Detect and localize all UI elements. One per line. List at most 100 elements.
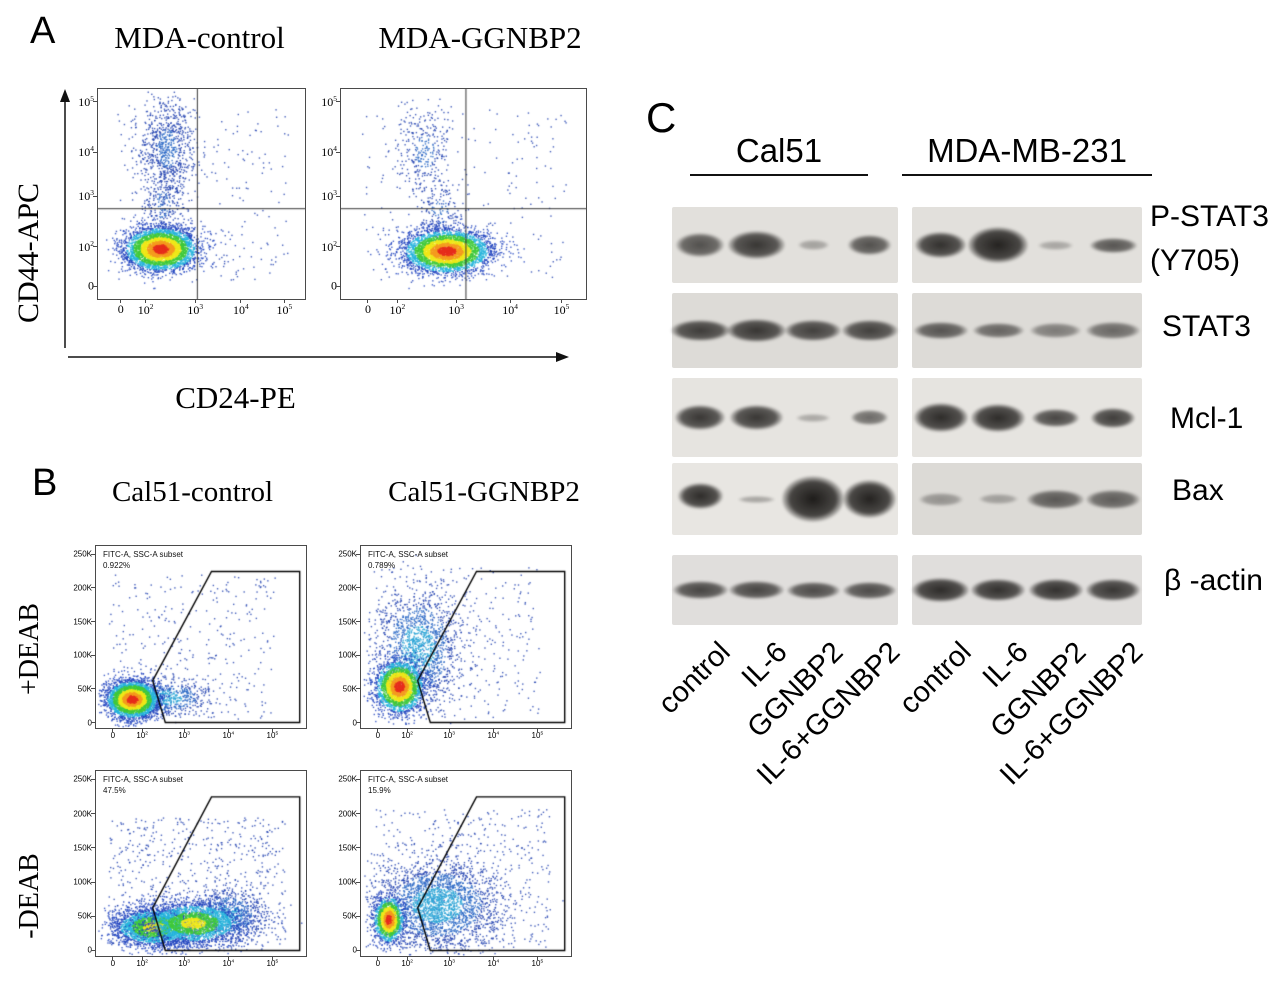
tick-mark	[356, 915, 360, 917]
blot-band	[1027, 489, 1085, 509]
tick-mark	[93, 195, 97, 197]
blot-band	[1086, 489, 1141, 509]
protein-label-y705: (Y705)	[1150, 244, 1241, 277]
protein-label-mcl1: Mcl-1	[1170, 402, 1244, 435]
tick-label: 0	[87, 718, 92, 728]
blot-band	[1032, 408, 1080, 427]
blot-bax-cal51	[672, 463, 898, 535]
blot-band	[918, 492, 963, 506]
panel-a-title-mda-ggnbp2: MDA-GGNBP2	[378, 20, 582, 55]
blot-band	[913, 403, 968, 432]
tick-mark	[336, 285, 340, 287]
x-axis-label-cd24-pe: CD24-PE	[175, 380, 296, 415]
tick-label: 104	[222, 731, 235, 740]
scatter-canvas	[96, 771, 306, 956]
protein-label-stat3: STAT3	[1162, 310, 1251, 343]
tick-mark	[91, 949, 95, 951]
gate-percent: 0.789%	[368, 561, 396, 571]
blot-p-stat3-y705--mda-mb-231	[912, 207, 1142, 283]
tick-mark	[356, 553, 360, 555]
blot--actin-mda-mb-231	[912, 555, 1142, 625]
tick-mark	[91, 587, 95, 589]
flow-plot-mda-control: 0 102 103 104 105 0 102 103 104 105	[78, 88, 306, 317]
tick-label: 150K	[73, 617, 92, 627]
tick-label: 102	[78, 238, 94, 254]
tick-mark	[112, 728, 114, 732]
tick-label: 105	[276, 302, 293, 317]
tick-label: 103	[178, 959, 191, 968]
tick-label: 50K	[77, 684, 92, 694]
tick-mark	[271, 956, 273, 960]
group-title-cal51: Cal51	[690, 132, 868, 176]
tick-mark	[91, 722, 95, 724]
panel-a-label: A	[30, 10, 56, 52]
tick-label: 250K	[338, 549, 357, 559]
tick-mark	[91, 915, 95, 917]
tick-mark	[448, 956, 450, 960]
tick-mark	[356, 778, 360, 780]
tick-label: 200K	[338, 809, 357, 819]
panel-b-title-cal51-ggnbp2: Cal51-GGNBP2	[388, 476, 580, 508]
tick-mark	[356, 949, 360, 951]
tick-mark	[227, 728, 229, 732]
panel-b-label: B	[32, 462, 58, 504]
gate-percent: 47.5%	[103, 786, 126, 796]
tick-mark	[183, 956, 185, 960]
tick-mark	[536, 956, 538, 960]
gate-percent: 15.9%	[368, 786, 391, 796]
tick-mark	[91, 621, 95, 623]
tick-mark	[356, 813, 360, 815]
tick-mark	[194, 299, 196, 303]
blot-band	[1091, 407, 1136, 428]
blot-band	[782, 476, 845, 522]
tick-mark	[336, 195, 340, 197]
tick-mark	[406, 728, 408, 732]
tick-label: 103	[443, 731, 456, 740]
tick-mark	[561, 299, 562, 303]
tick-label: 250K	[73, 774, 92, 784]
tick-mark	[91, 847, 95, 849]
flow-plot-plus-deab-ggnbp2: 0 102 103 104 105 0 50K 100K 150K 200K 250K FITC-A,…	[338, 545, 572, 740]
blot-mcl-1-mda-mb-231	[912, 378, 1142, 457]
tick-label: 0	[352, 718, 357, 728]
tick-label: 103	[187, 302, 204, 317]
tick-label: 102	[136, 731, 149, 740]
tick-label: 0	[352, 945, 357, 955]
tick-mark	[509, 299, 511, 303]
scatter-canvas	[361, 546, 571, 728]
tick-mark	[396, 299, 398, 303]
blot-band	[972, 323, 1024, 338]
blot-band	[971, 579, 1026, 601]
tick-label: 0	[375, 731, 381, 740]
tick-mark	[356, 847, 360, 849]
gate-label: FITC-A, SSC-A subset 0.789%	[368, 549, 448, 571]
tick-label: 100K	[338, 650, 357, 660]
blot-bax-mda-mb-231	[912, 463, 1142, 535]
tick-mark	[183, 728, 185, 732]
blot-band	[727, 319, 787, 342]
tick-mark	[336, 101, 340, 103]
blot-band	[670, 320, 730, 341]
tick-mark	[93, 246, 97, 247]
tick-label: 200K	[73, 583, 92, 593]
tick-label: 103	[321, 188, 337, 204]
tick-mark	[356, 621, 360, 623]
panel-a-title-mda-control: MDA-control	[114, 20, 285, 55]
blot-stat3-cal51	[670, 293, 898, 368]
tick-label: 0	[87, 945, 92, 955]
tick-label: 0	[117, 302, 124, 316]
tick-mark	[91, 654, 95, 656]
row-label-plus-deab: +DEAB	[14, 603, 45, 696]
tick-mark	[377, 728, 379, 732]
tick-label: 0	[364, 302, 371, 316]
tick-mark	[336, 151, 340, 153]
blot-band	[796, 413, 831, 422]
tick-label: 100K	[73, 877, 92, 887]
tick-label: 104	[487, 959, 500, 968]
tick-label: 105	[78, 93, 94, 109]
gate-subset-name: FITC-A, SSC-A subset	[103, 775, 184, 784]
axis-arrows	[60, 89, 569, 362]
tick-mark	[91, 688, 95, 690]
group-title-mda-mb-231: MDA-MB-231	[902, 132, 1152, 176]
